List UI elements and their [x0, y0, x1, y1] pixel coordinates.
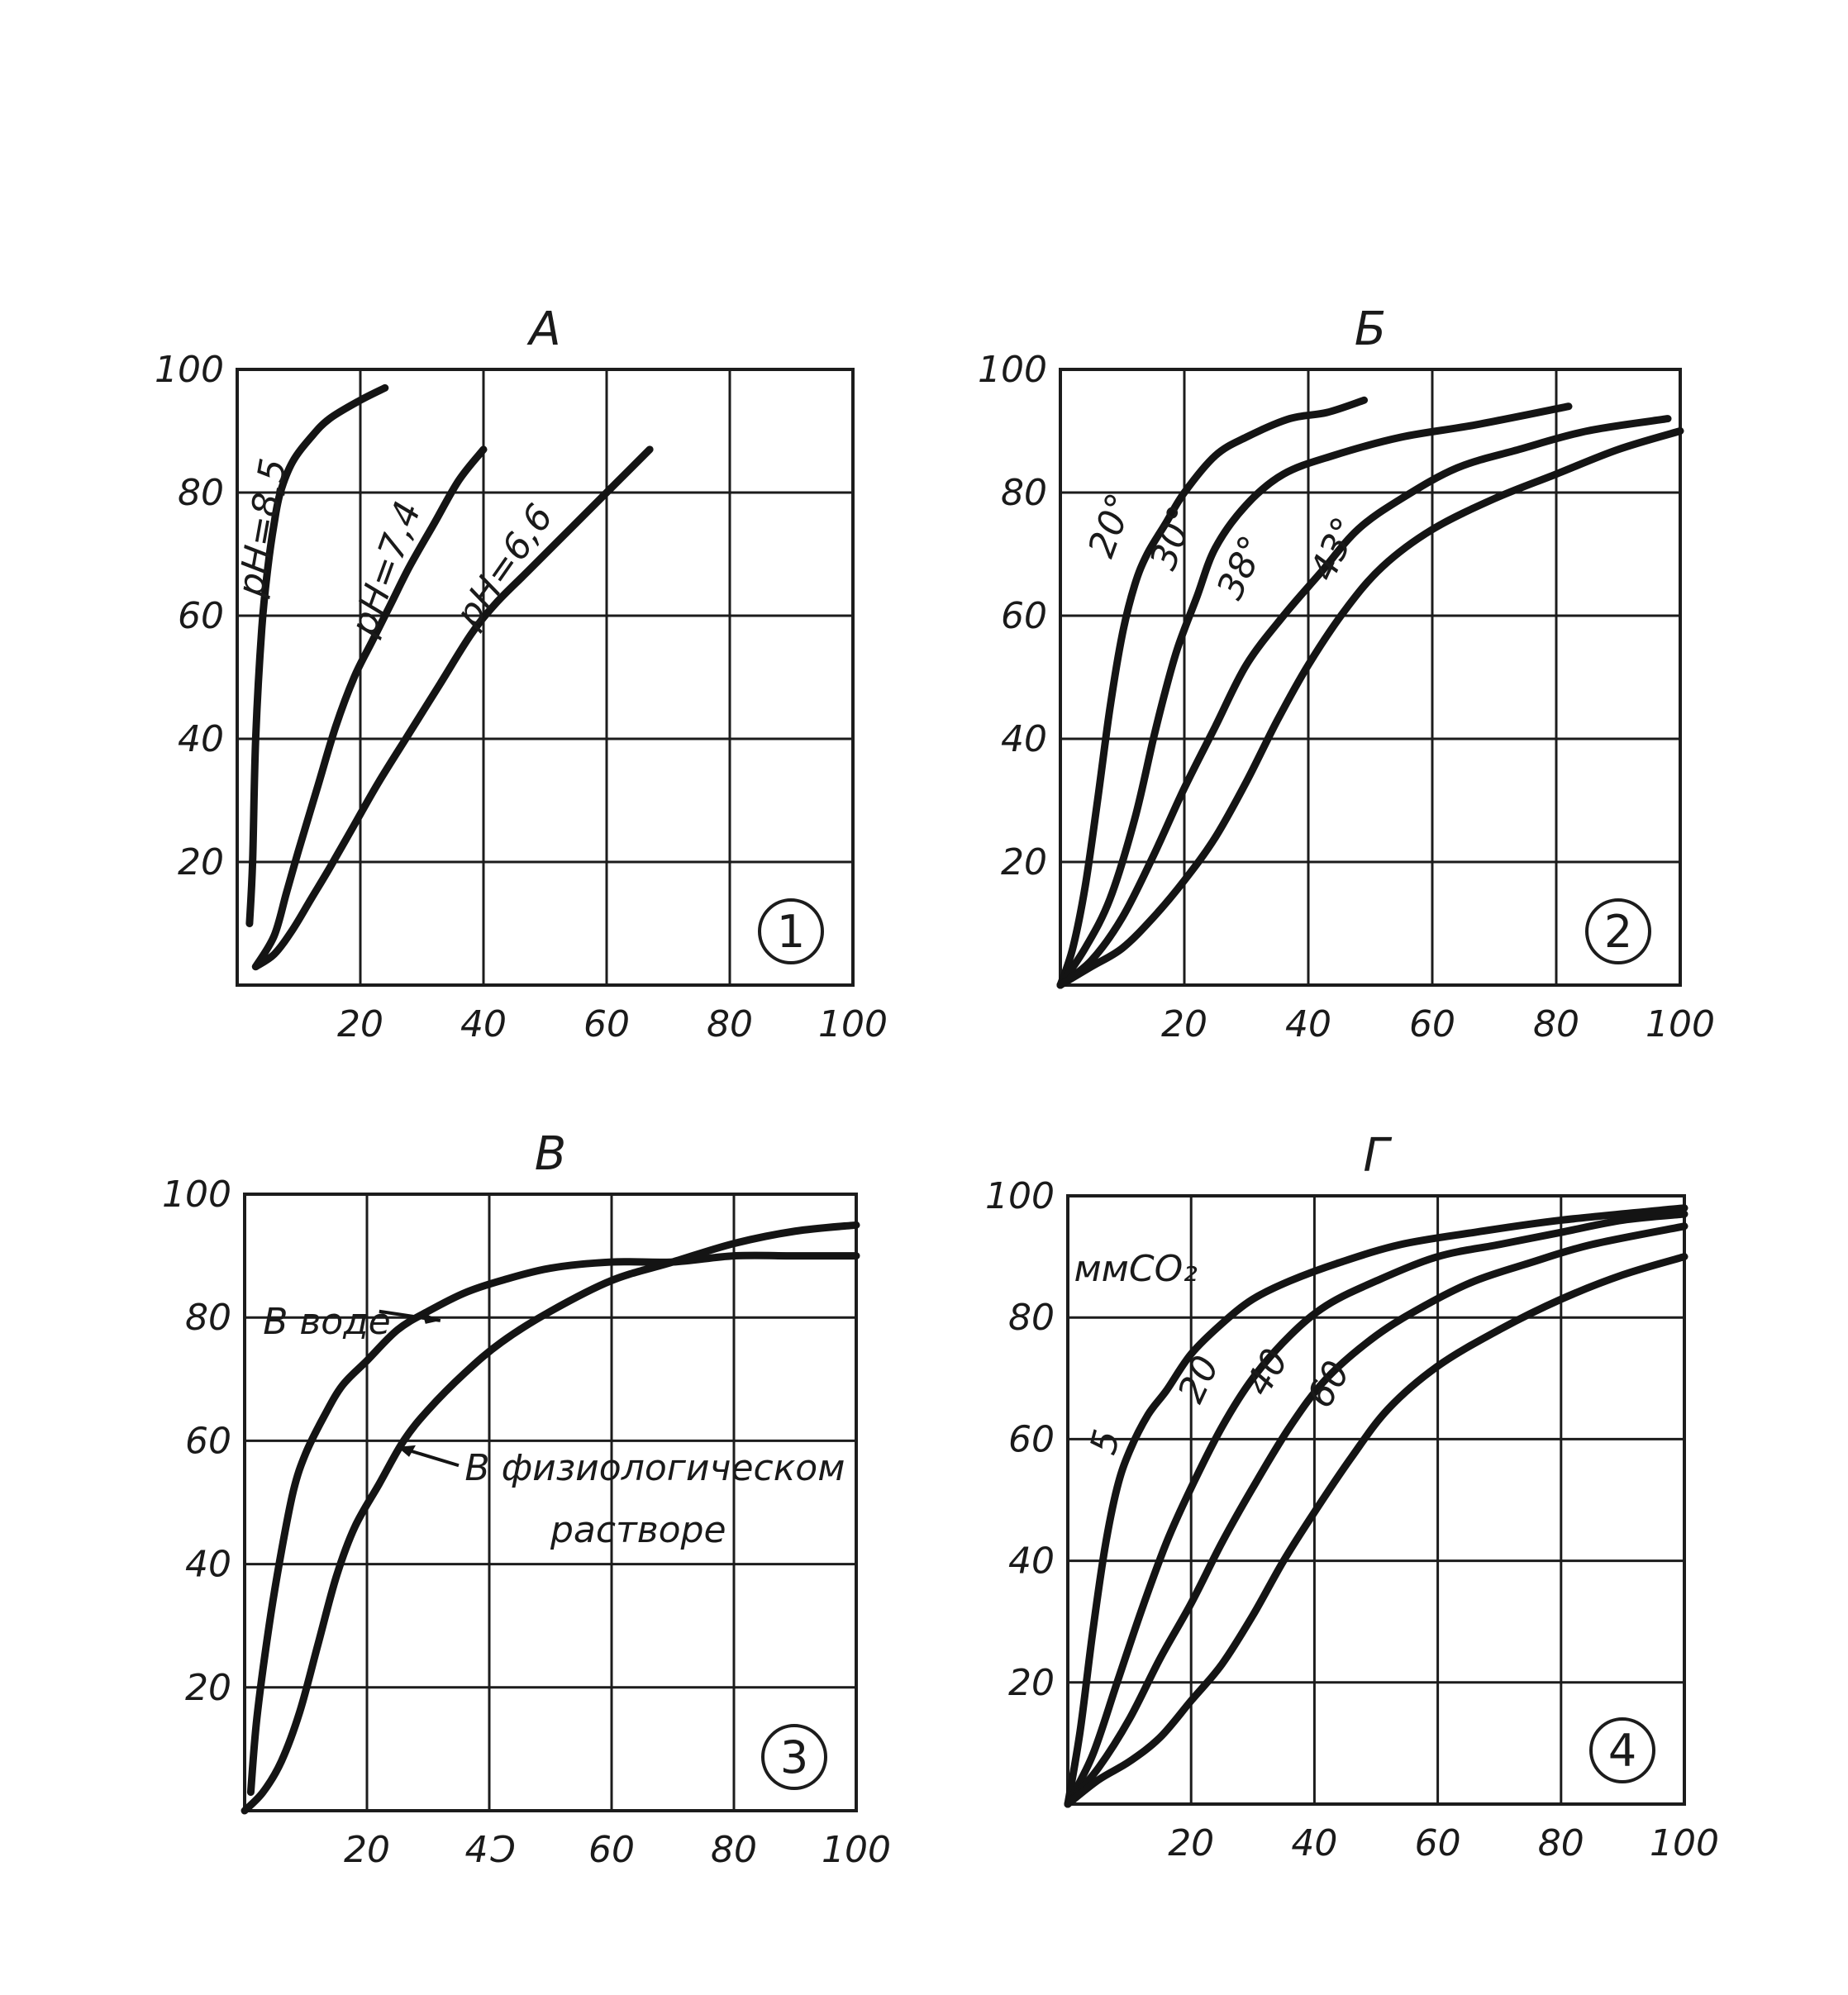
- series-line: [1056, 415, 1672, 989]
- panel-number-badge: [761, 1724, 827, 1790]
- y-tick-label: 40: [1008, 1540, 1055, 1583]
- y-tick-label: 40: [1001, 718, 1047, 760]
- plot-frame: [243, 1193, 858, 1812]
- series-line: [1064, 1204, 1688, 1808]
- x-tick-label: 80: [711, 1829, 757, 1871]
- plot-frame: [1066, 1194, 1686, 1806]
- y-tick-label: 80: [185, 1297, 231, 1339]
- x-tick-label: 80: [1538, 1822, 1584, 1864]
- x-tick-label: 40: [460, 1003, 507, 1045]
- x-tick-label: 20: [1168, 1822, 1214, 1864]
- y-tick-label: 60: [1008, 1418, 1055, 1460]
- y-tick-label: 40: [178, 718, 224, 760]
- x-tick-label: 60: [588, 1829, 635, 1871]
- chart-title: В: [535, 1127, 566, 1181]
- series-line: [1064, 1222, 1688, 1808]
- x-tick-label: 60: [1409, 1003, 1455, 1045]
- y-tick-label: 20: [178, 841, 224, 883]
- x-tick-label: 60: [1415, 1822, 1461, 1864]
- y-tick-label: 60: [185, 1420, 231, 1462]
- series-line: [241, 1221, 860, 1815]
- panel-number: 1: [777, 906, 805, 958]
- series-line: [1056, 427, 1684, 989]
- y-tick-label: 20: [1008, 1662, 1055, 1704]
- y-tick-label: 20: [1001, 841, 1047, 883]
- panel-number-badge: [1589, 1717, 1655, 1783]
- y-tick-label: 60: [1001, 595, 1047, 637]
- series-line: [1064, 1253, 1688, 1808]
- x-tick-label: 20: [344, 1829, 390, 1871]
- series-line: [251, 445, 488, 971]
- annotation-water: В воде: [263, 1301, 391, 1343]
- x-tick-label: 20: [1161, 1003, 1207, 1045]
- y-tick-label: 20: [185, 1667, 231, 1709]
- x-tick-label: 80: [707, 1003, 753, 1045]
- series-label: 20: [1169, 1350, 1227, 1409]
- plot-frame: [236, 368, 855, 987]
- panel-number: 4: [1608, 1725, 1636, 1777]
- y-tick-label: 40: [185, 1544, 231, 1586]
- series-label: pH=7,4: [342, 496, 430, 641]
- panel-number-badge: [1585, 898, 1651, 964]
- x-tick-label: 40: [1285, 1003, 1331, 1045]
- y-tick-label: 100: [162, 1174, 231, 1216]
- y-tick-label: 60: [178, 595, 224, 637]
- arrow-head: [398, 1445, 416, 1457]
- series-label: 30°: [1142, 500, 1204, 575]
- annotation-saline-2: растворе: [550, 1509, 726, 1551]
- y-tick-label: 80: [178, 472, 224, 514]
- series-line: [1056, 396, 1368, 989]
- legend-title: ммCO₂: [1074, 1248, 1197, 1290]
- x-tick-label: 20: [337, 1003, 383, 1045]
- y-tick-label: 100: [985, 1175, 1055, 1217]
- series-label: 20°: [1080, 488, 1142, 563]
- series-label: 5: [1082, 1426, 1129, 1459]
- series-label: 43°: [1302, 511, 1367, 587]
- panel-number-badge: [758, 898, 824, 964]
- chart-title: Б: [1355, 302, 1386, 356]
- plot-frame: [1059, 368, 1682, 987]
- series-line: [245, 383, 389, 927]
- series-label: pH=8,5: [230, 455, 296, 600]
- y-tick-label: 80: [1001, 472, 1047, 514]
- series-line: [1064, 1210, 1688, 1808]
- annotation-saline-1: В физиологическом: [464, 1447, 845, 1489]
- panel-number: 3: [780, 1731, 808, 1783]
- y-tick-label: 100: [978, 349, 1047, 391]
- x-tick-label: 100: [1646, 1003, 1715, 1045]
- x-tick-label: 80: [1533, 1003, 1579, 1045]
- x-tick-label: 4Ɔ: [465, 1829, 515, 1871]
- y-tick-label: 80: [1008, 1297, 1055, 1339]
- x-tick-label: 100: [818, 1003, 888, 1045]
- chart-title: Г: [1363, 1129, 1392, 1183]
- series-line: [251, 445, 654, 971]
- x-tick-label: 40: [1291, 1822, 1337, 1864]
- x-tick-label: 100: [1650, 1822, 1719, 1864]
- chart-3: В 20 4Ɔ 60 80 100 20 40 60 80 100 В воде В физиологи…: [162, 1127, 891, 1871]
- series-line: [1056, 402, 1573, 989]
- arrow-head: [422, 1312, 441, 1324]
- x-tick-label: 100: [822, 1829, 891, 1871]
- y-tick-label: 100: [155, 349, 224, 391]
- chart-title: А: [526, 302, 560, 356]
- x-tick-label: 60: [583, 1003, 630, 1045]
- panel-number: 2: [1604, 906, 1632, 958]
